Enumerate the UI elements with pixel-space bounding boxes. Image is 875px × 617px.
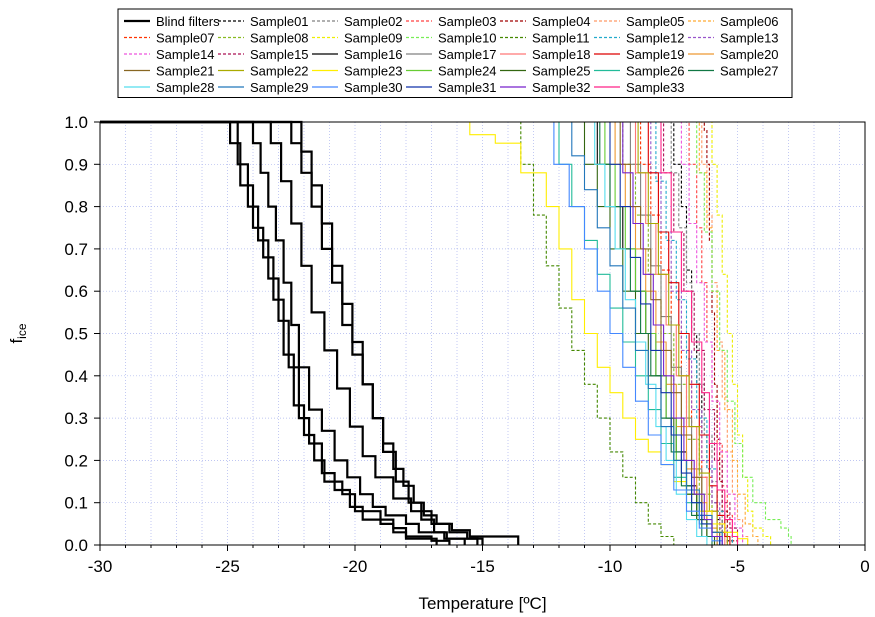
series-line-sample28 xyxy=(100,121,708,545)
legend-label: Sample12 xyxy=(626,31,685,46)
legend-label: Sample33 xyxy=(626,80,685,95)
legend-label: Sample01 xyxy=(250,14,309,29)
series-line-sample12 xyxy=(100,121,733,545)
y-tick-label: 0.0 xyxy=(64,536,88,555)
x-axis-label: Temperature [ºC] xyxy=(418,594,546,613)
y-tick-label: 0.4 xyxy=(64,367,88,386)
legend-label: Sample27 xyxy=(720,64,779,79)
x-tick-label: -25 xyxy=(215,557,240,576)
legend-label: Sample08 xyxy=(250,31,309,46)
blind-filter-line-1 xyxy=(100,120,438,545)
y-tick-label: 0.3 xyxy=(64,409,88,428)
plot-lines xyxy=(100,120,792,545)
blind-filter-line-4 xyxy=(100,120,520,545)
series-line-sample32 xyxy=(100,121,723,545)
series-line-sample11 xyxy=(100,121,675,545)
series-line-sample14 xyxy=(100,121,744,545)
axis-ticks: -30 -25 -20 -15 -10 -5 0 0.0 0.1 0.2 0.3 0.4 0.5 0.6 0… xyxy=(64,113,869,576)
legend: Blind filters Sample01 Sample02 Sample03 Sam… xyxy=(117,8,793,98)
series-line-sample05 xyxy=(100,121,749,545)
legend-label: Sample32 xyxy=(532,80,591,95)
series-line-sample03 xyxy=(100,121,739,545)
gridlines xyxy=(99,121,866,546)
y-tick-label: 1.0 xyxy=(64,113,88,132)
series-line-sample22 xyxy=(100,121,728,545)
y-tick-label: 0.9 xyxy=(64,155,88,174)
legend-box xyxy=(117,8,793,98)
x-tick-label: 0 xyxy=(860,557,869,576)
series-line-sample19 xyxy=(100,121,731,545)
series-line-sample30 xyxy=(100,121,723,545)
legend-label: Sample02 xyxy=(344,14,403,29)
series-line-sample27 xyxy=(100,121,713,545)
x-tick-label: -10 xyxy=(598,557,623,576)
legend-label: Sample09 xyxy=(344,31,403,46)
legend-label: Sample22 xyxy=(250,64,309,79)
series-line-sample10 xyxy=(100,121,792,545)
legend-label: Sample14 xyxy=(156,47,215,62)
legend-label: Sample21 xyxy=(156,64,215,79)
series-line-sample33 xyxy=(100,121,739,545)
series-line-sample02 xyxy=(100,121,728,545)
legend-label: Sample23 xyxy=(344,64,403,79)
legend-label: Blind filters xyxy=(156,14,220,29)
y-tick-label: 0.2 xyxy=(64,451,88,470)
legend-label: Sample04 xyxy=(532,14,591,29)
legend-label: Sample03 xyxy=(438,14,497,29)
legend-label: Sample25 xyxy=(532,64,591,79)
blind-filter-line-6 xyxy=(100,120,466,545)
x-tick-label: -5 xyxy=(730,557,745,576)
x-tick-label: -15 xyxy=(470,557,495,576)
legend-label: Sample13 xyxy=(720,31,779,46)
blind-filter-line-3 xyxy=(100,120,479,545)
legend-label: Sample20 xyxy=(720,47,779,62)
y-axis-label: fice xyxy=(7,323,29,343)
series-line-sample06 xyxy=(100,121,759,545)
series-line-sample31 xyxy=(100,121,721,545)
legend-label: Sample19 xyxy=(626,47,685,62)
series-line-sample23 xyxy=(100,121,749,545)
legend-label: Sample18 xyxy=(532,47,591,62)
legend-label: Sample15 xyxy=(250,47,309,62)
legend-label: Sample26 xyxy=(626,64,685,79)
legend-label: Sample05 xyxy=(626,14,685,29)
y-tick-label: 0.5 xyxy=(64,325,88,344)
legend-label: Sample24 xyxy=(438,64,497,79)
legend-label: Sample29 xyxy=(250,80,309,95)
x-tick-label: -20 xyxy=(343,557,368,576)
x-tick-label: -30 xyxy=(88,557,113,576)
legend-label: Sample10 xyxy=(438,31,497,46)
series-line-sample09 xyxy=(100,121,772,545)
y-axis-label-main: f xyxy=(7,339,26,344)
legend-label: Sample17 xyxy=(438,47,497,62)
y-tick-label: 0.7 xyxy=(64,240,88,259)
y-tick-label: 0.1 xyxy=(64,494,88,513)
legend-label: Sample30 xyxy=(344,80,403,95)
legend-label: Sample31 xyxy=(438,80,497,95)
blind-filter-line-2 xyxy=(100,120,451,545)
legend-label: Sample07 xyxy=(156,31,215,46)
legend-label: Sample16 xyxy=(344,47,403,62)
y-axis-label-subscript: ice xyxy=(15,323,29,339)
y-tick-label: 0.6 xyxy=(64,282,88,301)
legend-label: Sample06 xyxy=(720,14,779,29)
legend-label: Sample28 xyxy=(156,80,215,95)
y-tick-label: 0.8 xyxy=(64,198,88,217)
legend-label: Sample11 xyxy=(532,31,590,46)
